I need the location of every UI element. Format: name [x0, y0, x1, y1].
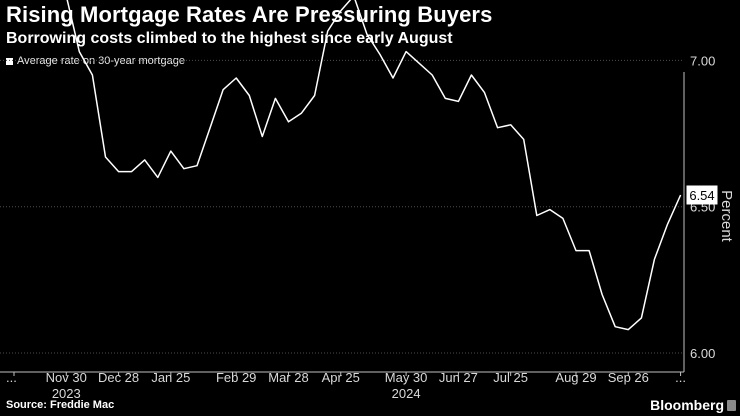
x-tick-label: Jul 25 — [493, 370, 528, 385]
last-value-box — [686, 185, 718, 205]
bloomberg-logo: Bloomberg — [650, 397, 736, 413]
x-tick-label: Sep 26 — [608, 370, 649, 385]
x-tick-label: ... — [675, 370, 686, 385]
chart-title: Rising Mortgage Rates Are Pressuring Buy… — [6, 2, 493, 27]
x-tick-label: Jan 25 — [151, 370, 190, 385]
legend-label: Average rate on 30-year mortgage — [17, 55, 185, 67]
brand-name: Bloomberg — [650, 397, 724, 413]
last-value-label: 6.54 — [689, 188, 714, 203]
x-tick-label: ... — [6, 370, 17, 385]
chart-subtitle: Borrowing costs climbed to the highest s… — [6, 30, 453, 47]
x-tick-label: Apr 25 — [322, 370, 360, 385]
x-tick-label: Nov 30 — [46, 370, 87, 385]
y-tick-label: 7.00 — [690, 53, 715, 68]
legend-swatch — [6, 57, 13, 65]
x-tick-label: Feb 29 — [216, 370, 256, 385]
x-tick-label: Jun 27 — [439, 370, 478, 385]
x-tick-label: Dec 28 — [98, 370, 139, 385]
source-note: Source: Freddie Mac — [6, 399, 115, 411]
bloomberg-icon — [727, 399, 736, 411]
y-tick-label: 6.00 — [690, 346, 715, 361]
year-label: 2024 — [392, 386, 421, 401]
series-line — [66, 0, 682, 331]
year-label: 2023 — [52, 386, 81, 401]
x-tick-label: May 30 — [385, 370, 428, 385]
x-tick-label: Mar 28 — [268, 370, 308, 385]
x-tick-label: Aug 29 — [555, 370, 596, 385]
legend: Average rate on 30-year mortgage — [6, 55, 185, 67]
y-axis-title: Percent — [718, 190, 735, 243]
